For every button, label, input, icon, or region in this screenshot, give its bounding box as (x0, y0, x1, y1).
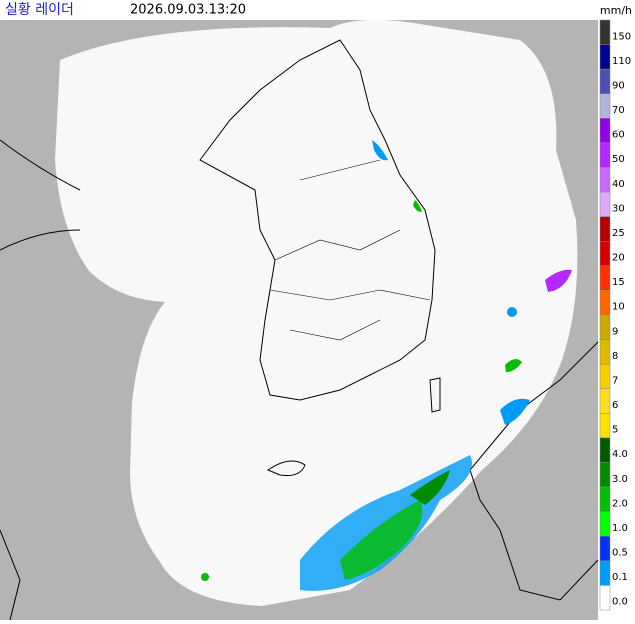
legend-label: 3.0 (612, 474, 628, 485)
legend-label: 0.0 (612, 597, 628, 608)
legend-swatch (599, 437, 611, 463)
legend-swatch (599, 191, 611, 217)
legend-swatch (599, 216, 611, 242)
legend-label: 30 (612, 203, 625, 214)
legend-swatch (599, 363, 611, 389)
legend-swatch (599, 511, 611, 537)
legend-swatch (599, 265, 611, 291)
legend-label: 4.0 (612, 449, 628, 460)
timestamp: 2026.09.03.13:20 (130, 3, 246, 18)
legend-swatch (599, 167, 611, 193)
legend-label: 40 (612, 179, 625, 190)
legend: 150 110 90 70 60 50 40 30 25 20 15 10 9 8 7 6 5 4.0 3.0 2.0… (598, 19, 635, 620)
legend-label: 50 (612, 154, 625, 165)
legend-label: 15 (612, 277, 625, 288)
legend-swatch (599, 93, 611, 119)
legend-label: 10 (612, 302, 625, 313)
legend-swatch (599, 44, 611, 70)
legend-swatch (599, 241, 611, 267)
legend-swatch (599, 339, 611, 365)
legend-label: 150 (612, 31, 631, 42)
legend-label: 20 (612, 253, 625, 264)
precipitation (201, 140, 572, 591)
legend-swatch (599, 118, 611, 144)
legend-swatch (599, 19, 611, 45)
header-bar (0, 0, 635, 20)
legend-label: 7 (612, 375, 618, 386)
legend-label: 0.1 (612, 572, 628, 583)
legend-swatch (599, 68, 611, 94)
legend-swatch (599, 388, 611, 414)
legend-label: 60 (612, 130, 625, 141)
legend-swatch (599, 462, 611, 488)
legend-label: 70 (612, 105, 625, 116)
legend-label: 9 (612, 326, 618, 337)
legend-label: 1.0 (612, 523, 628, 534)
legend-swatch (599, 290, 611, 316)
legend-swatch (599, 560, 611, 586)
legend-label: 2.0 (612, 498, 628, 509)
legend-label: 110 (612, 56, 631, 67)
map (0, 19, 601, 621)
legend-swatch (599, 536, 611, 562)
legend-label: 6 (612, 400, 618, 411)
unit: mm/h (600, 4, 632, 17)
legend-label: 5 (612, 425, 618, 436)
title: 실황 레이더 (5, 2, 74, 18)
legend-label: 8 (612, 351, 618, 362)
legend-label: 0.5 (612, 548, 628, 559)
legend-swatch (599, 413, 611, 439)
legend-label: 25 (612, 228, 625, 239)
legend-swatch (599, 486, 611, 512)
legend-label: 90 (612, 80, 625, 91)
legend-swatch (599, 142, 611, 168)
legend-swatch (599, 314, 611, 340)
legend-swatch (599, 585, 611, 611)
